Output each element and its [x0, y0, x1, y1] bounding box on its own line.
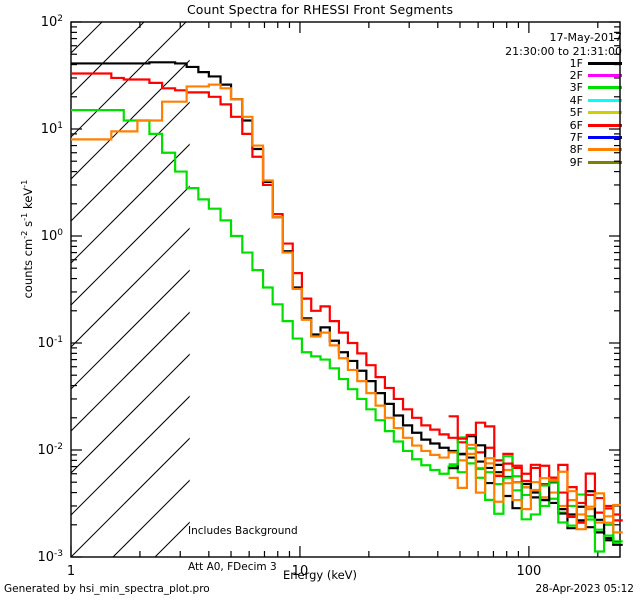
hatched-region [0, 22, 640, 557]
hatch-line [71, 227, 190, 348]
legend-item-3f: 3F [502, 82, 622, 94]
axis-ticks [70, 21, 620, 558]
hatch-line [112, 479, 190, 557]
hatch-line [407, 22, 640, 557]
legend-swatch [588, 98, 622, 102]
legend-label: 7F [569, 131, 583, 145]
y-tick-exponent: 0 [57, 228, 63, 238]
y-tick-exponent: 1 [57, 121, 63, 131]
hatch-line [71, 311, 190, 432]
legend-label: 2F [569, 69, 583, 83]
hatch-line [71, 269, 190, 390]
y-tick-label: 101 [41, 121, 63, 137]
x-tick-label: 100 [516, 564, 541, 579]
legend-label: 1F [569, 56, 583, 70]
page-title: Count Spectra for RHESSI Front Segments [186, 2, 454, 17]
legend-swatch [588, 86, 622, 90]
y-tick-label: 10-1 [37, 335, 63, 351]
x-tick-label: 1 [67, 564, 75, 579]
y-tick-exponent: -2 [54, 442, 63, 452]
y-tick-label: 102 [41, 14, 63, 30]
hatch-line [71, 185, 190, 306]
y-tick-label: 10-2 [37, 442, 63, 458]
hatch-line [0, 22, 18, 557]
hatch-line [71, 59, 190, 180]
legend-label: 4F [569, 93, 583, 107]
legend-label: 3F [569, 81, 583, 95]
spectrum-line-6f [71, 72, 623, 522]
footer-generator: Generated by hsi_min_spectra_plot.pro [4, 583, 210, 595]
legend-item-9f: 9F [502, 156, 622, 168]
legend-item-1f: 1F [502, 57, 622, 69]
legend-label: 6F [569, 118, 583, 132]
legend-label: 8F [569, 143, 583, 157]
annotation-line-2: Att A0, FDecim 3 [188, 561, 277, 573]
x-tick-label: 10 [292, 564, 309, 579]
hatch-line [71, 395, 190, 516]
footer-timestamp: 28-Apr-2023 05:12 [535, 583, 634, 595]
spectrum-noise-1f [448, 434, 621, 544]
legend-item-2f: 2F [502, 69, 622, 81]
annotation-line-1: Includes Background [188, 525, 298, 537]
hatch-line [197, 22, 640, 557]
y-tick-label: 100 [41, 228, 64, 244]
legend-swatch [588, 136, 622, 140]
hatch-line [71, 143, 190, 264]
legend-item-8f: 8F [502, 144, 622, 156]
y-tick-exponent: 2 [57, 14, 63, 24]
spectrum-noise-6f [448, 415, 621, 524]
plot-frame [70, 21, 621, 558]
hatch-line [71, 101, 190, 222]
observation-time-range: 21:30:00 to 21:31:00 [505, 45, 622, 58]
y-tick-exponent: -1 [54, 335, 63, 345]
hatch-line [71, 353, 190, 474]
legend-item-5f: 5F [502, 107, 622, 119]
legend-swatch [588, 123, 622, 127]
y-tick-label: 10-3 [37, 549, 63, 565]
legend-swatch [588, 148, 622, 152]
legend-swatch [588, 74, 622, 78]
legend-item-4f: 4F [502, 94, 622, 106]
observation-date: 17-May-2017 [549, 31, 622, 44]
legend-swatch [588, 111, 622, 115]
legend: 1F 2F 3F 4F 5F 6F 7F 8F 9F [502, 57, 622, 169]
y-axis-label: counts cm-2 s-1 keV-1 [19, 179, 35, 299]
x-axis-label: Energy (keV) [282, 568, 358, 582]
legend-swatch [588, 160, 622, 164]
hatch-line [71, 437, 190, 557]
spectrum-noise-3f [448, 436, 621, 553]
spectrum-noise-8f [448, 443, 621, 531]
legend-item-7f: 7F [502, 131, 622, 143]
y-tick-exponent: -3 [54, 549, 63, 559]
legend-label: 5F [569, 106, 583, 120]
legend-swatch [588, 61, 622, 65]
legend-label: 9F [569, 155, 583, 169]
legend-item-6f: 6F [502, 119, 622, 131]
plot-annotation: Includes Background Att A0, FDecim 3 [188, 501, 298, 597]
